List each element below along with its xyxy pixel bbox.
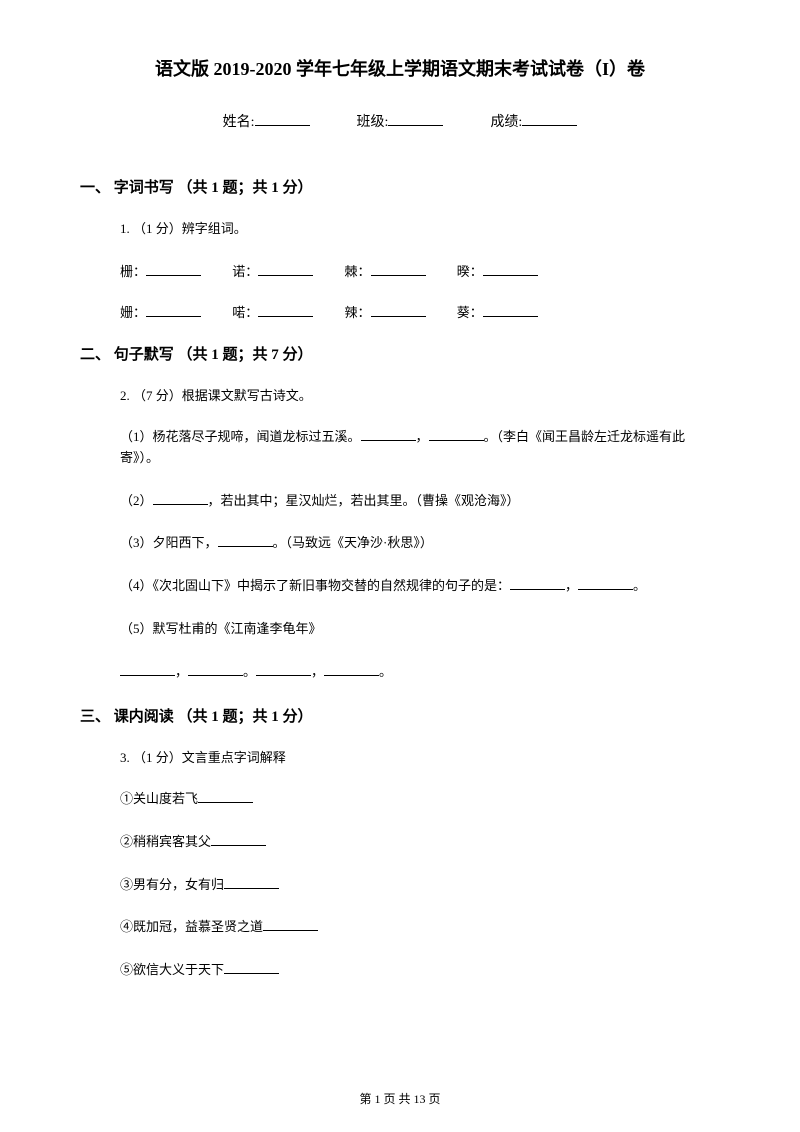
blank: [224, 877, 279, 889]
blank: [146, 305, 201, 317]
char-1-3: 棘：: [345, 264, 371, 279]
class-blank: [388, 112, 443, 126]
char-1-1: 栅：: [120, 264, 146, 279]
blank: [578, 578, 633, 590]
name-blank: [255, 112, 310, 126]
question-1: 1. （1 分）辨字组词。: [120, 219, 720, 239]
text: ⑤欲信大义于天下: [120, 962, 224, 977]
text: ④既加冠，益慕圣贤之道: [120, 919, 263, 934]
blank: [256, 664, 311, 676]
q3-item-2: ②稍稍宾客其父: [120, 832, 720, 853]
name-label: 姓名:: [223, 115, 255, 130]
char-1-4: 暌：: [457, 264, 483, 279]
blank: [361, 429, 416, 441]
blank: [198, 791, 253, 803]
blank: [324, 664, 379, 676]
text: ，: [416, 429, 429, 444]
char-row-2: 姗： 喏： 辣： 葵：: [120, 302, 720, 321]
blank: [483, 305, 538, 317]
q3-item-3: ③男有分，女有归: [120, 875, 720, 896]
blank: [263, 919, 318, 931]
text: ，: [565, 578, 578, 593]
header-fields: 姓名: 班级: 成绩:: [80, 111, 720, 131]
char-2-1: 姗：: [120, 305, 146, 320]
text: ③男有分，女有归: [120, 877, 224, 892]
text: ②稍稍宾客其父: [120, 834, 211, 849]
char-2-3: 辣：: [345, 305, 371, 320]
blank: [371, 264, 426, 276]
text: （3）夕阳西下，: [120, 535, 218, 550]
text: ①关山度若飞: [120, 791, 198, 806]
text: ，若出其中；星汉灿烂，若出其里。（曹操《观沧海》）: [208, 493, 520, 508]
char-2-2: 喏：: [232, 305, 258, 320]
char-row-1: 栅： 诺： 棘： 暌：: [120, 261, 720, 280]
blank: [224, 962, 279, 974]
q3-item-4: ④既加冠，益慕圣贤之道: [120, 917, 720, 938]
q2-item-5-blanks: ， 。 ， 。: [120, 662, 720, 683]
text: ，: [175, 664, 188, 679]
score-blank: [522, 112, 577, 126]
text: （1）杨花落尽子规啼，闻道龙标过五溪。: [120, 429, 361, 444]
q2-item-3: （3）夕阳西下， 。（马致远《天净沙·秋思》）: [120, 533, 720, 554]
blank: [258, 305, 313, 317]
q3-item-5: ⑤欲信大义于天下: [120, 960, 720, 981]
char-1-2: 诺：: [232, 264, 258, 279]
text: 。（马致远《天净沙·秋思》）: [273, 535, 433, 550]
q2-item-5: （5）默写杜甫的《江南逢李龟年》: [120, 619, 720, 640]
text: （4）《次北固山下》中揭示了新旧事物交替的自然规律的句子的是：: [120, 578, 510, 593]
section-3-heading: 三、 课内阅读 （共 1 题；共 1 分）: [80, 705, 720, 726]
q3-item-1: ①关山度若飞: [120, 789, 720, 810]
blank: [120, 664, 175, 676]
blank: [371, 305, 426, 317]
question-3: 3. （1 分）文言重点字词解释: [120, 748, 720, 768]
section-2-heading: 二、 句子默写 （共 1 题；共 7 分）: [80, 343, 720, 364]
q2-item-2: （2） ，若出其中；星汉灿烂，若出其里。（曹操《观沧海》）: [120, 491, 720, 512]
page-title: 语文版 2019-2020 学年七年级上学期语文期末考试试卷（I）卷: [80, 55, 720, 81]
blank: [188, 664, 243, 676]
text: 。: [633, 578, 646, 593]
text: ，: [311, 664, 324, 679]
text: 。: [379, 664, 392, 679]
blank: [258, 264, 313, 276]
blank: [483, 264, 538, 276]
char-2-4: 葵：: [457, 305, 483, 320]
text: 。: [243, 664, 256, 679]
q2-item-1: （1）杨花落尽子规啼，闻道龙标过五溪。，。（李白《闻王昌龄左迁龙标遥有此寄》）。: [120, 427, 720, 469]
question-2: 2. （7 分）根据课文默写古诗文。: [120, 386, 720, 406]
text: （2）: [120, 493, 153, 508]
blank: [153, 493, 208, 505]
q2-item-4: （4）《次北固山下》中揭示了新旧事物交替的自然规律的句子的是： ， 。: [120, 576, 720, 597]
blank: [211, 834, 266, 846]
blank: [510, 578, 565, 590]
class-label: 班级:: [357, 115, 389, 130]
blank: [146, 264, 201, 276]
blank: [218, 535, 273, 547]
section-1-heading: 一、 字词书写 （共 1 题；共 1 分）: [80, 176, 720, 197]
blank: [429, 429, 484, 441]
score-label: 成绩:: [490, 115, 522, 130]
page-footer: 第 1 页 共 13 页: [0, 1090, 800, 1107]
